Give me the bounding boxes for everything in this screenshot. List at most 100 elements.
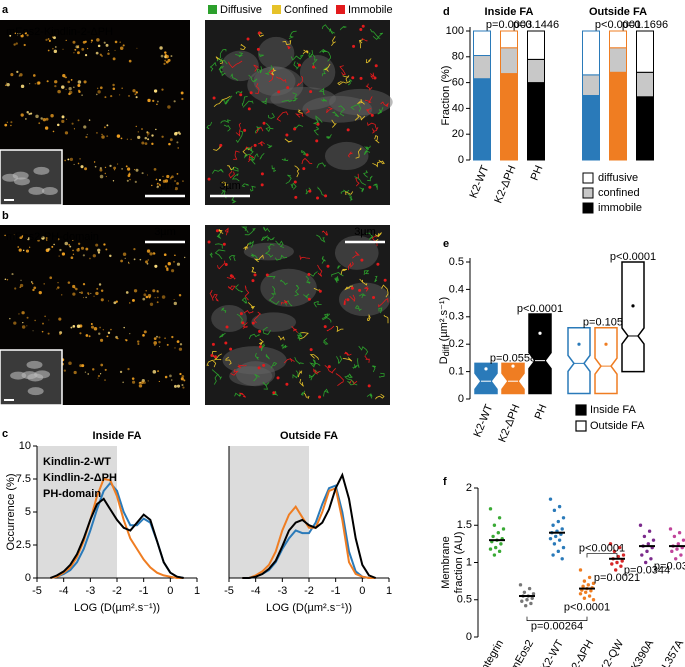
fluorescent-spot — [97, 377, 99, 379]
fluorescent-spot — [123, 326, 125, 329]
panel-letter: a — [2, 4, 9, 16]
fluorescent-spot — [40, 117, 43, 120]
fluorescent-spot — [44, 236, 48, 240]
fluorescent-spot — [133, 258, 136, 261]
fluorescent-spot — [96, 132, 98, 134]
fluorescent-spot — [48, 39, 51, 42]
track — [256, 66, 263, 74]
panel-letter: d — [443, 6, 450, 18]
legend-label: PH-domain — [43, 488, 101, 500]
y-tick-label: 1 — [466, 556, 472, 568]
track — [350, 103, 362, 112]
inset-cell — [27, 387, 44, 396]
fluorescent-spot — [46, 80, 49, 83]
scale-bar-label: 3µm — [354, 226, 376, 238]
fluorescent-spot — [126, 167, 131, 171]
fluorescent-spot — [33, 286, 37, 290]
immobile-spot — [372, 295, 376, 299]
data-point — [677, 531, 682, 535]
fluorescent-spot — [143, 330, 147, 334]
track — [286, 45, 291, 50]
track — [297, 109, 303, 114]
fluorescent-spot — [84, 371, 87, 373]
fluorescent-spot — [77, 80, 82, 84]
immobile-spot — [246, 37, 250, 41]
fluorescent-spot — [5, 82, 7, 84]
track — [255, 126, 261, 134]
track — [318, 87, 325, 95]
fluorescent-spot — [170, 55, 173, 58]
fluorescent-spot — [119, 94, 121, 96]
fluorescent-spot — [28, 112, 31, 116]
track — [371, 235, 378, 247]
immobile-spot — [350, 286, 354, 290]
track — [381, 284, 389, 298]
fluorescent-spot — [29, 246, 31, 248]
track — [371, 127, 379, 134]
fluorescent-spot — [106, 335, 108, 338]
fluorescent-spot — [72, 40, 76, 44]
y-tick-label: 0.5 — [457, 594, 472, 606]
fluorescent-spot — [85, 296, 87, 299]
x-tick-label: -5 — [224, 585, 234, 597]
fluorescent-spot — [134, 180, 137, 183]
bar-segment — [636, 96, 654, 161]
fluorescent-spot — [147, 259, 149, 261]
fluorescent-spot — [161, 295, 166, 299]
legend-label: Kindlin-2-WT — [43, 456, 111, 468]
immobile-spot — [241, 321, 245, 325]
track — [241, 96, 248, 107]
legend-label: Kindlin-2-ΔPH — [43, 472, 117, 484]
immobile-spot — [219, 143, 223, 147]
immobile-spot — [257, 31, 261, 35]
track — [343, 298, 347, 306]
track — [236, 313, 245, 325]
track — [294, 284, 300, 297]
cell-blob — [270, 86, 336, 111]
immobile-spot — [324, 194, 328, 198]
immobile-spot — [256, 47, 260, 51]
fluorescent-spot — [90, 323, 93, 325]
bar-segment — [527, 82, 545, 161]
data-point — [649, 557, 653, 561]
fluorescent-spot — [20, 34, 24, 38]
track — [241, 297, 248, 304]
track — [380, 101, 389, 108]
track — [347, 193, 353, 202]
track — [365, 83, 373, 91]
track — [312, 359, 321, 366]
fluorescent-spot — [101, 135, 105, 139]
track — [331, 271, 344, 277]
fluorescent-spot — [62, 48, 64, 50]
track — [219, 65, 224, 73]
fluorescent-spot — [116, 163, 119, 165]
fluorescent-spot — [16, 70, 19, 74]
fluorescent-spot — [173, 298, 175, 301]
fluorescent-spot — [59, 248, 62, 252]
fluorescent-spot — [109, 254, 112, 258]
fluorescent-spot — [73, 163, 75, 166]
significance-label: p<0.0001 — [579, 542, 625, 554]
track — [216, 48, 227, 62]
track — [230, 73, 239, 81]
fluorescent-spot — [64, 159, 66, 162]
track — [213, 374, 220, 385]
fluorescent-spot — [179, 343, 183, 346]
fluorescent-spot — [34, 319, 36, 322]
fluorescent-spot — [65, 76, 67, 79]
fluorescent-spot — [31, 282, 34, 285]
track — [230, 369, 239, 376]
cell-blob — [338, 282, 391, 317]
fluorescent-spot — [147, 380, 149, 382]
immobile-spot — [224, 263, 228, 267]
track — [321, 256, 326, 264]
y-tick-label: 40 — [452, 102, 464, 114]
fluorescent-spot — [180, 377, 184, 381]
track — [223, 124, 231, 132]
fluorescent-spot — [151, 142, 154, 146]
fluorescent-spot — [159, 346, 161, 348]
fluorescent-spot — [24, 118, 27, 120]
track — [347, 373, 353, 379]
y-tick-label: 0 — [466, 631, 472, 643]
fluorescent-spot — [58, 317, 62, 321]
